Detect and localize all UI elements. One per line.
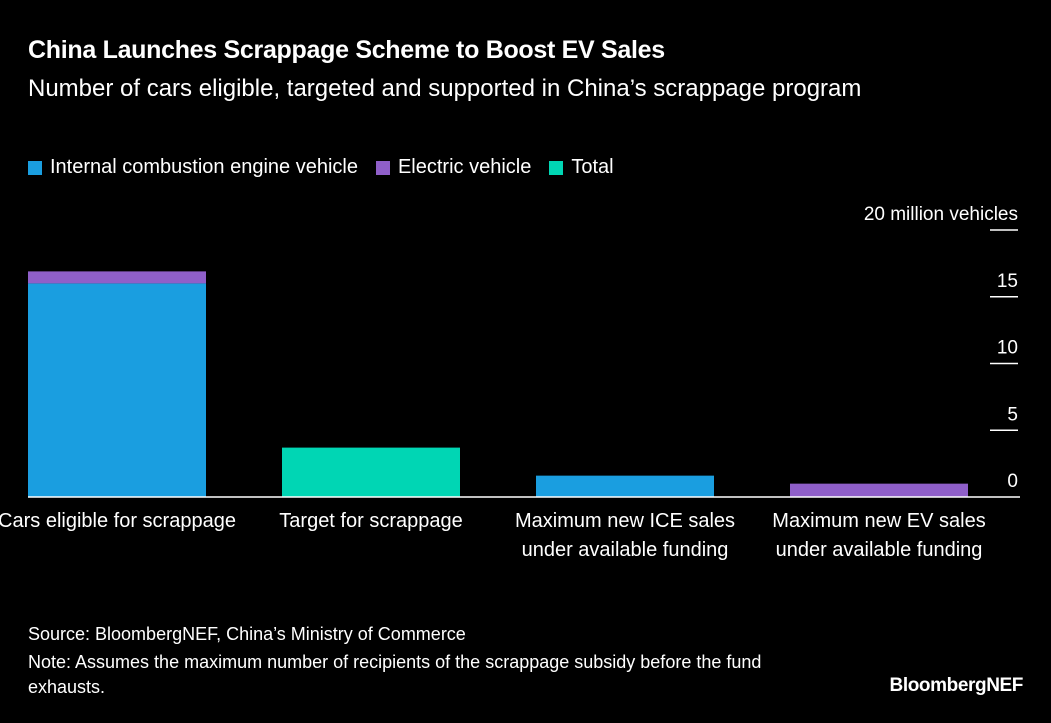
legend-label: Electric vehicle	[397, 156, 532, 178]
legend-swatch	[28, 160, 42, 175]
brand: BloombergNEF	[889, 675, 1024, 696]
x-tick-label: Maximum new EV sales under available fun…	[772, 510, 986, 561]
bar-segment	[536, 475, 714, 497]
legend-item: Electric vehicle	[375, 156, 532, 179]
legend-item: Internal combustion engine vehicle	[28, 156, 358, 179]
y-tick-label: 20 million vehicles	[864, 204, 1018, 225]
y-tick-label: 0	[1007, 471, 1018, 492]
y-tick-label: 10	[997, 338, 1018, 359]
bar-segment	[790, 483, 968, 497]
source: Source: BloombergNEF, China’s Ministry o…	[28, 624, 466, 644]
legend-swatch	[375, 160, 390, 175]
legend-swatch	[549, 160, 564, 175]
y-tick-label: 15	[997, 271, 1018, 292]
chart-title: China Launches Scrappage Scheme to Boost…	[28, 36, 665, 64]
x-tick-label: Maximum new ICE sales under available fu…	[514, 510, 736, 561]
legend-label: Total	[571, 156, 614, 178]
y-tick-label: 5	[1007, 404, 1018, 425]
bar-segment	[282, 447, 460, 497]
note: Note: Assumes the maximum number of reci…	[28, 652, 762, 697]
legend-item: Total	[549, 156, 614, 179]
legend-label: Internal combustion engine vehicle	[50, 156, 358, 178]
x-tick-label: Target for scrappage	[279, 510, 463, 532]
chart-subtitle: Number of cars eligible, targeted and su…	[28, 75, 862, 102]
bar-segment	[28, 283, 206, 497]
x-tick-label: Cars eligible for scrappage	[0, 510, 236, 532]
legend: Internal combustion engine vehicle Electr…	[28, 156, 614, 179]
bar-segment	[28, 271, 206, 284]
